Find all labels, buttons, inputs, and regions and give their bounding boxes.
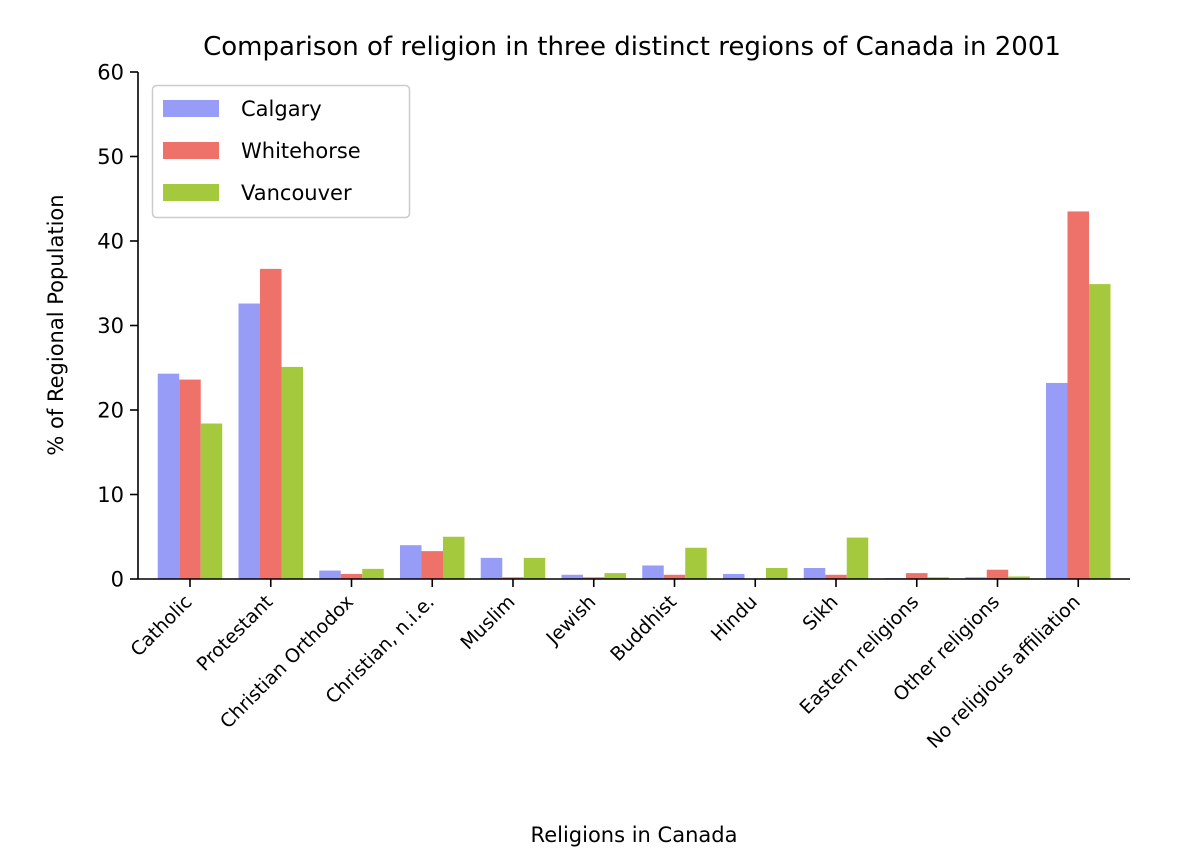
y-tick-label: 50 [97, 145, 124, 169]
bar [723, 573, 745, 579]
bar [642, 565, 664, 579]
bar [1067, 211, 1089, 579]
chart-title: Comparison of religion in three distinct… [203, 32, 1061, 62]
bar [281, 366, 303, 579]
x-tick-label: Christian Orthodox [216, 591, 358, 733]
bar [238, 303, 260, 579]
bar [523, 557, 546, 580]
bar [685, 547, 707, 579]
bar [400, 545, 422, 579]
bar [340, 573, 363, 579]
bar [179, 379, 201, 579]
bar [200, 423, 223, 579]
bar [1008, 576, 1030, 579]
x-axis-label: Religions in Canada [531, 823, 738, 847]
y-tick-label: 20 [97, 399, 124, 423]
x-tick-label: Catholic [127, 591, 197, 661]
bar [1046, 382, 1068, 579]
y-tick-label: 0 [111, 568, 124, 592]
x-tick-label: Sikh [798, 591, 842, 635]
legend-label: Whitehorse [241, 139, 361, 163]
bar [846, 537, 869, 579]
legend-swatch [163, 184, 219, 201]
y-tick-label: 40 [97, 230, 124, 254]
bar [561, 574, 583, 579]
y-tick-label: 60 [97, 61, 124, 85]
bar [906, 573, 928, 579]
bar [157, 373, 180, 579]
bar [965, 577, 987, 579]
bar [803, 568, 826, 579]
x-tick-label: Buddhist [606, 591, 681, 666]
bar [260, 268, 282, 579]
bar [1089, 284, 1111, 579]
legend-label: Vancouver [241, 181, 352, 205]
legend-label: Calgary [241, 97, 322, 121]
bar [421, 551, 443, 579]
bar [583, 577, 605, 579]
y-tick-label: 10 [97, 483, 124, 507]
bar [766, 568, 788, 579]
x-tick-label: Jewish [542, 591, 601, 650]
bar [319, 570, 341, 579]
y-axis-label: % of Regional Population [44, 194, 68, 455]
legend-swatch [163, 100, 219, 117]
x-tick-label: No religious affiliation [923, 591, 1085, 753]
x-tick-label: Protestant [193, 591, 278, 676]
bar [825, 574, 847, 579]
x-tick-label: Hindu [707, 591, 762, 646]
legend: Calgary Whitehorse Vancouver [151, 84, 411, 219]
bar [362, 568, 384, 579]
bar [502, 577, 524, 579]
bars-layer [157, 211, 1111, 580]
y-tick-label: 30 [97, 314, 124, 338]
bar [663, 574, 686, 579]
bar [986, 569, 1009, 579]
legend-swatch [163, 142, 219, 159]
bar [604, 573, 626, 579]
bar [480, 557, 503, 580]
y-ticks: 0 10 20 30 40 50 60 [97, 61, 138, 592]
bar [927, 577, 949, 579]
x-tick-label: Muslim [456, 591, 519, 654]
bar [443, 536, 465, 579]
